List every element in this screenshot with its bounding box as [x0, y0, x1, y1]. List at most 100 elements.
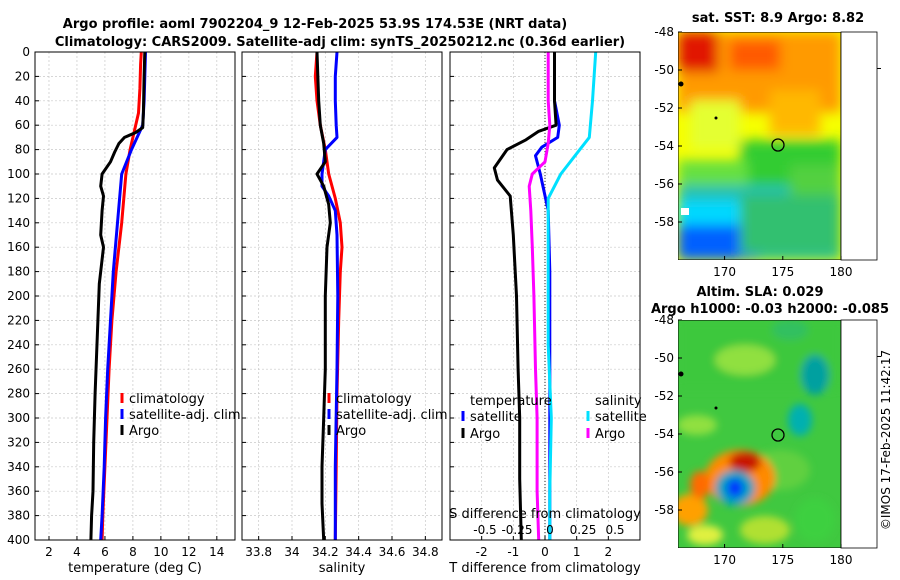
x-tick-label: 2: [605, 545, 613, 559]
map-y-tick-label: -50: [654, 63, 674, 77]
y-tick-label: 300: [7, 411, 30, 425]
legend-label: satellite-adj. clim: [129, 408, 241, 423]
y-tick-label: 180: [7, 265, 30, 279]
argo-position-marker-2: [771, 428, 785, 442]
map-y-tick-label: -56: [654, 465, 674, 479]
map-y-tick-label: -52: [654, 101, 674, 115]
map-y-tick-label: -48: [654, 25, 674, 39]
salinity-panel: 33.8 34 34.2 34.4 34.6 34.8 salinity climatolog…: [241, 51, 448, 576]
credit-text: ©IMOS 17-Feb-2025 11:42:17: [879, 350, 893, 530]
x-tick-label: 34.4: [345, 545, 372, 559]
map-right-frame: [840, 31, 878, 261]
map-y-tick-label: -58: [654, 503, 674, 517]
x-axis-label: T difference from climatology: [448, 561, 641, 576]
map-y-tick-label: -50: [654, 351, 674, 365]
legend-label: climatology: [129, 392, 205, 407]
map-right-frame: [840, 319, 878, 549]
y-tick-label: 140: [7, 216, 30, 230]
x-axis-label: temperature (deg C): [68, 561, 202, 576]
y-tick-label: 340: [7, 460, 30, 474]
sst-map: [678, 32, 841, 260]
title-line1: Argo profile: aoml 7902204_9 12-Feb-2025…: [63, 17, 567, 32]
x-tick-label-secondary: 0.25: [570, 523, 597, 537]
x-tick-label-secondary: -0.25: [501, 523, 532, 537]
x-tick-label: 1: [573, 545, 581, 559]
map-y-tick-label: -52: [654, 389, 674, 403]
argo-position-marker: [771, 138, 785, 152]
y-tick-label: 280: [7, 387, 30, 401]
x-tick-label: -2: [476, 545, 488, 559]
legend-label: Argo: [470, 427, 500, 442]
sst-map-title: sat. SST: 8.9 Argo: 8.82: [692, 11, 864, 26]
x-axis-label-secondary: S difference from climatology: [449, 507, 641, 522]
y-tick-label: 80: [15, 143, 30, 157]
sla-map-title: Altim. SLA: 0.029: [697, 285, 824, 300]
x-tick-label: 8: [129, 545, 137, 559]
map-x-tick-label: 180: [830, 553, 853, 567]
x-tick-label-secondary: 0.5: [605, 523, 624, 537]
map-x-tick-label: 175: [771, 265, 794, 279]
map-y-tick-label: -54: [654, 139, 674, 153]
legend-header-salinity: salinity: [595, 394, 642, 409]
y-tick-label: 240: [7, 338, 30, 352]
difference-panel: -2 -1 0 1 2 T difference from climatology temp…: [448, 51, 647, 576]
y-tick-label: 320: [7, 435, 30, 449]
series-line-argo: [89, 52, 147, 540]
map-y-tick-label: -48: [654, 313, 674, 327]
series-group: [313, 52, 344, 540]
y-tick-label: 0: [22, 45, 30, 59]
x-tick-label: 34: [284, 545, 299, 559]
x-tick-label: 0: [541, 545, 549, 559]
series-line-argo: [315, 52, 332, 540]
series-line-salinity-argo: [527, 52, 552, 540]
series-line-salinity-satellite: [546, 52, 598, 540]
y-tick-label: 200: [7, 289, 30, 303]
x-tick-label: 34.8: [412, 545, 439, 559]
legend-header-temperature: temperature: [470, 394, 552, 409]
y-tick-label: 260: [7, 362, 30, 376]
x-axis-label: salinity: [319, 561, 366, 576]
y-tick-label: 360: [7, 484, 30, 498]
legend-label: Argo: [129, 424, 159, 439]
sla-map: [678, 320, 841, 548]
map-y-tick-label: -56: [654, 177, 674, 191]
y-tick-label: 40: [15, 94, 30, 108]
x-tick-label: 10: [153, 545, 168, 559]
map-x-tick-label: 175: [771, 553, 794, 567]
legend-label: climatology: [336, 392, 412, 407]
x-tick-label: 14: [209, 545, 224, 559]
legend-label: satellite: [470, 410, 522, 425]
x-tick-label: 33.8: [245, 545, 272, 559]
y-tick-label: 220: [7, 313, 30, 327]
sla-map-axes: 170 175 180 -48 -50 -52 -54 -56 -58: [654, 313, 881, 567]
sst-map-axes: 170 175 180 -48 -50 -52 -54 -56 -58: [654, 25, 881, 279]
y-tick-label: 380: [7, 509, 30, 523]
map-y-tick-label: -58: [654, 215, 674, 229]
y-tick-label: 400: [7, 533, 30, 547]
x-tick-label: 4: [73, 545, 81, 559]
x-tick-label: 34.6: [379, 545, 406, 559]
temperature-panel: 0 20 40 60 80 100 120 140 160 180 200 220 240 260 280 3…: [7, 45, 241, 576]
map-x-tick-label: 180: [830, 265, 853, 279]
title-line2: Climatology: CARS2009. Satellite-adj cli…: [55, 35, 625, 50]
x-tick-label-secondary: 0: [546, 523, 554, 537]
x-tick-label: 34.2: [312, 545, 339, 559]
x-tick-label: 6: [101, 545, 109, 559]
x-tick-label: 12: [181, 545, 196, 559]
map-x-tick-label: 170: [713, 553, 736, 567]
y-tick-label: 60: [15, 118, 30, 132]
x-tick-label-secondary: -0.5: [473, 523, 496, 537]
y-tick-label: 160: [7, 240, 30, 254]
legend-label: satellite: [595, 410, 647, 425]
series-group: [89, 52, 147, 540]
sla-map-subtitle: Argo h1000: -0.03 h2000: -0.085: [651, 302, 889, 317]
x-tick-label: -1: [507, 545, 519, 559]
y-tick-label: 20: [15, 69, 30, 83]
legend-label: Argo: [336, 424, 366, 439]
y-tick-label: 120: [7, 191, 30, 205]
x-tick-label: 2: [45, 545, 53, 559]
series-group: [492, 52, 598, 540]
legend-label: satellite-adj. clim: [336, 408, 448, 423]
y-tick-label: 100: [7, 167, 30, 181]
